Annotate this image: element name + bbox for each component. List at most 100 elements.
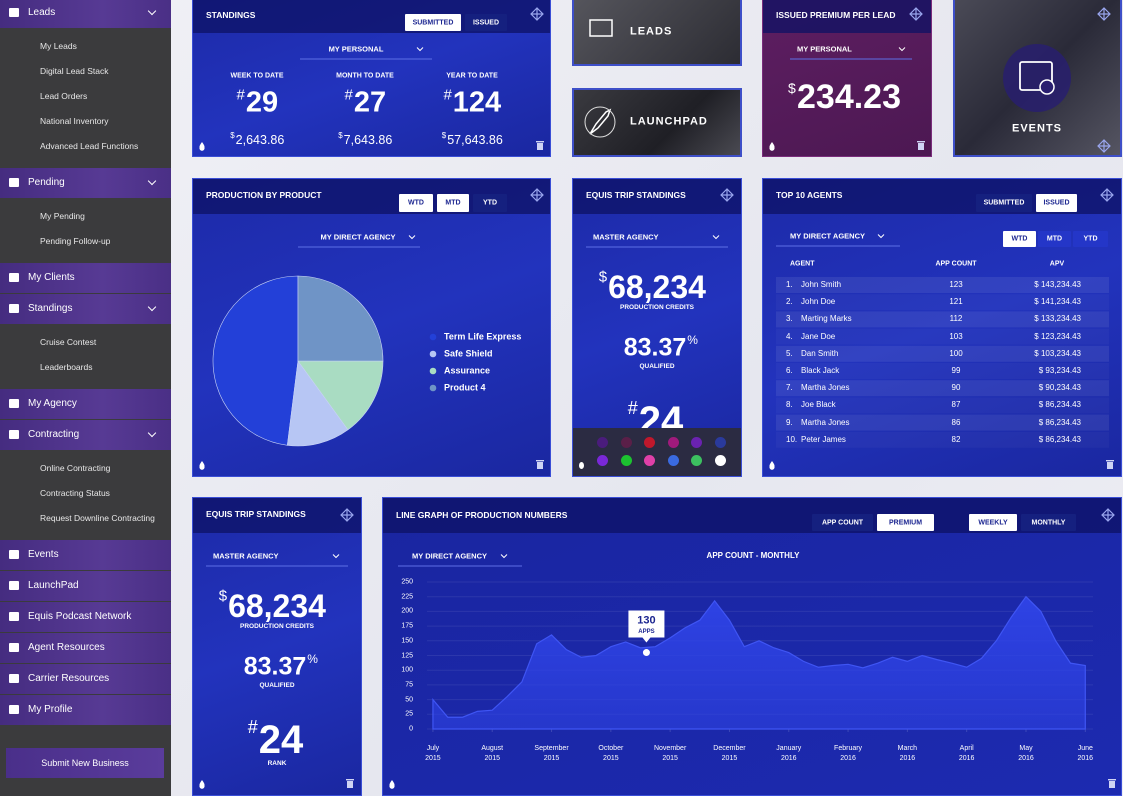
pie-slice[interactable] <box>287 360 349 447</box>
nav-header[interactable]: Leads <box>0 0 171 28</box>
color-swatch[interactable] <box>667 455 679 466</box>
nav-item[interactable]: My Pending <box>40 211 85 221</box>
tab[interactable] <box>1003 231 1036 247</box>
dropdown-label[interactable]: MY PERSONAL <box>328 44 384 54</box>
color-swatch[interactable] <box>620 455 632 466</box>
nav-item[interactable]: Pending Follow-up <box>40 236 111 246</box>
nav-header[interactable]: My Clients <box>0 263 171 293</box>
tab[interactable] <box>405 14 461 31</box>
nav-item[interactable]: Cruise Contest <box>40 337 97 347</box>
tab[interactable] <box>976 194 1032 212</box>
color-swatch[interactable] <box>715 437 726 448</box>
tab[interactable] <box>1038 231 1071 247</box>
pie-slice[interactable] <box>297 360 384 431</box>
nav-header[interactable]: Standings <box>0 294 171 324</box>
nav-label: My Profile <box>28 704 73 715</box>
qualified-label: QUALIFIED <box>259 681 295 689</box>
tab[interactable] <box>399 194 433 212</box>
color-swatch[interactable] <box>715 455 726 466</box>
dropdown-chevron[interactable] <box>877 234 885 239</box>
dropdown-chevron[interactable] <box>500 554 508 559</box>
dropdown-chevron[interactable] <box>416 47 424 52</box>
tab[interactable] <box>1021 514 1076 531</box>
tab[interactable] <box>812 514 873 531</box>
nav-header[interactable]: Pending <box>0 168 171 198</box>
color-swatch[interactable] <box>691 437 703 448</box>
drop-icon[interactable] <box>199 142 205 151</box>
trash-icon[interactable] <box>537 143 543 150</box>
nav-item[interactable]: National Inventory <box>40 116 109 126</box>
drop-icon[interactable] <box>199 461 205 470</box>
launchpad-tile <box>572 88 742 157</box>
nav-item[interactable]: Online Contracting <box>40 463 111 473</box>
trash-icon[interactable] <box>347 781 353 788</box>
drop-icon[interactable] <box>769 461 775 470</box>
move-icon[interactable] <box>340 508 354 522</box>
nav-header[interactable]: LaunchPad <box>0 571 171 601</box>
nav-item[interactable]: Lead Orders <box>40 91 88 101</box>
tab[interactable] <box>1073 231 1108 247</box>
trash-icon[interactable] <box>918 143 924 150</box>
pie-slice[interactable] <box>297 275 384 362</box>
drop-icon[interactable] <box>579 462 584 469</box>
nav-item[interactable]: Leaderboards <box>40 362 93 372</box>
dropdown-label[interactable]: MY DIRECT AGENCY <box>320 232 396 242</box>
color-swatch[interactable] <box>691 455 703 466</box>
nav-item[interactable]: Request Downline Contracting <box>40 513 155 523</box>
dropdown-chevron[interactable] <box>408 235 416 240</box>
nav-header[interactable]: Agent Resources <box>0 633 171 663</box>
nav-header[interactable]: Equis Podcast Network <box>0 602 171 632</box>
move-icon[interactable] <box>530 7 544 21</box>
nav-item[interactable]: Advanced Lead Functions <box>40 141 139 151</box>
dropdown-label[interactable]: MASTER AGENCY <box>593 232 659 242</box>
tab[interactable] <box>437 194 469 212</box>
color-swatch[interactable] <box>667 437 679 448</box>
nav-header[interactable]: Carrier Resources <box>0 664 171 694</box>
tab[interactable] <box>1036 194 1077 212</box>
color-swatch[interactable] <box>597 437 608 448</box>
trash-icon[interactable] <box>1107 462 1113 469</box>
qualified-value: 83.37 <box>623 333 687 362</box>
tab[interactable] <box>465 14 507 31</box>
move-icon[interactable] <box>720 188 734 202</box>
tab[interactable] <box>877 514 934 531</box>
move-icon[interactable] <box>909 7 923 21</box>
drop-icon[interactable] <box>199 780 205 789</box>
trash-icon[interactable] <box>537 462 543 469</box>
nav-item[interactable]: Contracting Status <box>40 488 110 498</box>
color-swatch[interactable] <box>644 455 656 466</box>
move-icon[interactable] <box>530 188 544 202</box>
nav-item[interactable]: My Leads <box>40 41 77 51</box>
launchpad-icon-ring <box>584 106 616 138</box>
dropdown-chevron[interactable] <box>898 47 906 52</box>
submit-button[interactable]: Submit New Business <box>6 748 164 778</box>
move-icon[interactable] <box>1097 139 1111 153</box>
tab[interactable] <box>969 514 1017 531</box>
nav-label: Carrier Resources <box>28 673 110 684</box>
nav-header[interactable]: Events <box>0 540 171 570</box>
drop-icon[interactable] <box>769 142 775 151</box>
pie-slice[interactable] <box>212 275 299 446</box>
dropdown-label[interactable]: MY PERSONAL <box>797 44 852 54</box>
move-icon[interactable] <box>1097 7 1111 21</box>
color-swatch[interactable] <box>597 455 608 466</box>
data-point[interactable] <box>642 649 650 657</box>
drop-icon[interactable] <box>389 780 395 789</box>
dropdown-chevron[interactable] <box>712 235 720 240</box>
nav-item[interactable]: Digital Lead Stack <box>40 66 109 76</box>
tab[interactable] <box>473 194 507 212</box>
dropdown-label[interactable]: MY DIRECT AGENCY <box>412 551 488 561</box>
dropdown-chevron[interactable] <box>332 554 340 559</box>
nav-header[interactable]: Contracting <box>0 420 171 450</box>
events-circle[interactable] <box>1003 44 1071 112</box>
nav-header[interactable]: My Profile <box>0 695 171 725</box>
dropdown-label[interactable]: MASTER AGENCY <box>213 551 279 561</box>
color-swatch[interactable] <box>644 437 656 448</box>
move-icon[interactable] <box>1101 508 1115 522</box>
nav-header[interactable]: My Agency <box>0 389 171 419</box>
dropdown-label[interactable]: MY DIRECT AGENCY <box>790 231 866 241</box>
color-swatch[interactable] <box>620 437 632 448</box>
move-icon[interactable] <box>1100 188 1114 202</box>
trash-icon[interactable] <box>1109 781 1115 788</box>
apv-value: $ 141,234.43 <box>1034 297 1081 307</box>
